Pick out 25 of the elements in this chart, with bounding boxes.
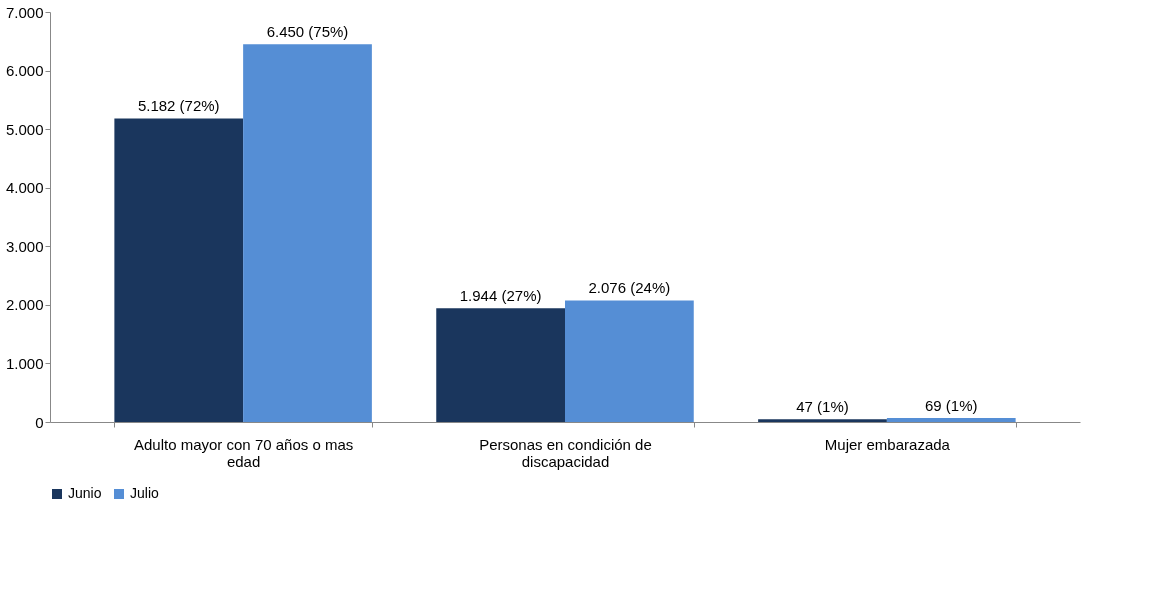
bar	[243, 44, 372, 422]
bar	[114, 118, 244, 422]
y-tick-label: 2.000	[5, 296, 44, 314]
data-label: 2.076 (24%)	[588, 279, 671, 297]
y-tick-label: 6.000	[5, 62, 44, 80]
bar	[758, 419, 887, 422]
y-tick-label: 7.000	[5, 3, 44, 21]
x-tick-label: Mujer embarazada	[824, 435, 951, 453]
x-tick-label: Personas en condición de discapacidad	[479, 435, 652, 470]
bar	[436, 308, 565, 422]
y-tick-label: 3.000	[5, 237, 44, 255]
data-label: 6.450 (75%)	[266, 23, 349, 41]
y-tick-label: 4.000	[5, 179, 44, 197]
data-label: 47 (1%)	[796, 398, 849, 416]
y-tick-label: 0	[35, 413, 44, 431]
legend-label: Junio	[68, 485, 102, 501]
y-tick-label: 1.000	[5, 354, 44, 372]
bar	[886, 417, 1016, 422]
bar	[565, 300, 694, 422]
y-tick-label: 5.000	[5, 120, 44, 138]
x-tick-label: Adulto mayor con 70 años o mas edad	[133, 435, 354, 470]
legend-label: Julio	[130, 485, 160, 501]
data-label: 5.182 (72%)	[137, 97, 220, 115]
data-label: 69 (1%)	[924, 396, 978, 414]
data-label: 1.944 (27%)	[459, 287, 542, 305]
